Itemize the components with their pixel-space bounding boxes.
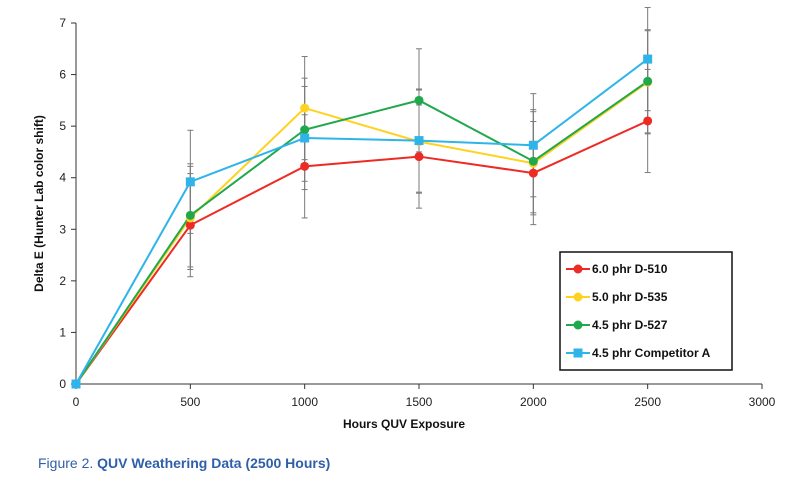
data-point — [185, 177, 195, 187]
data-point — [300, 133, 310, 143]
x-axis-label: Hours QUV Exposure — [343, 417, 465, 431]
data-point — [185, 210, 195, 220]
data-point — [414, 136, 424, 146]
legend-label: 4.5 phr D-527 — [592, 318, 668, 332]
axes: 0 1 2 3 4 5 6 7 0 500 1000 1500 2000 2500 3000 Hours QU… — [32, 16, 776, 431]
y-tick-label: 0 — [59, 377, 66, 391]
legend-label: 4.5 phr Competitor A — [592, 346, 711, 360]
caption-prefix: Figure 2. — [38, 455, 94, 471]
data-point — [643, 54, 653, 64]
x-tick-label: 1000 — [291, 395, 318, 409]
legend: 6.0 phr D-510 5.0 phr D-535 4.5 phr D-527 4… — [559, 251, 733, 371]
data-point — [300, 103, 310, 113]
series-line-2 — [75, 80, 649, 385]
legend-box — [559, 251, 733, 371]
y-tick-label: 6 — [59, 68, 66, 82]
data-point — [185, 220, 195, 230]
data-point — [528, 140, 538, 150]
x-tick-label: 3000 — [749, 395, 776, 409]
data-point — [300, 161, 310, 171]
y-tick-label: 7 — [59, 16, 66, 30]
data-point — [71, 379, 81, 389]
x-tick-label: 0 — [73, 395, 80, 409]
series-line-1 — [75, 81, 649, 385]
x-tick-label: 2000 — [520, 395, 547, 409]
legend-label: 5.0 phr D-535 — [592, 290, 668, 304]
series-lines — [75, 58, 649, 385]
caption-title: QUV Weathering Data (2500 Hours) — [97, 455, 331, 471]
y-tick-label: 4 — [59, 171, 66, 185]
legend-label: 6.0 phr D-510 — [592, 262, 668, 276]
legend-swatch-marker — [573, 348, 583, 358]
data-point — [528, 168, 538, 178]
data-point — [528, 156, 538, 166]
x-tick-label: 500 — [180, 395, 200, 409]
y-axis-label: Delta E (Hunter Lab color shift) — [32, 115, 46, 292]
series-line-3 — [75, 58, 649, 385]
data-point — [300, 125, 310, 135]
legend-swatch-marker — [573, 320, 583, 330]
series-line-0 — [75, 120, 649, 385]
data-point — [414, 152, 424, 162]
y-tick-label: 3 — [59, 222, 66, 236]
figure-caption: Figure 2. QUV Weathering Data (2500 Hour… — [38, 455, 330, 471]
y-tick-label: 1 — [59, 325, 66, 339]
data-point — [414, 95, 424, 105]
legend-swatch-marker — [573, 292, 583, 302]
legend-swatch-marker — [573, 264, 583, 274]
y-tick-label: 2 — [59, 274, 66, 288]
qu-weathering-chart: 0 1 2 3 4 5 6 7 0 500 1000 1500 2000 2500 3000 Hours QU… — [32, 7, 776, 431]
x-tick-label: 2500 — [634, 395, 661, 409]
data-point — [643, 76, 653, 86]
series-markers — [71, 54, 653, 389]
y-tick-label: 5 — [59, 119, 66, 133]
x-tick-label: 1500 — [406, 395, 433, 409]
data-point — [643, 116, 653, 126]
